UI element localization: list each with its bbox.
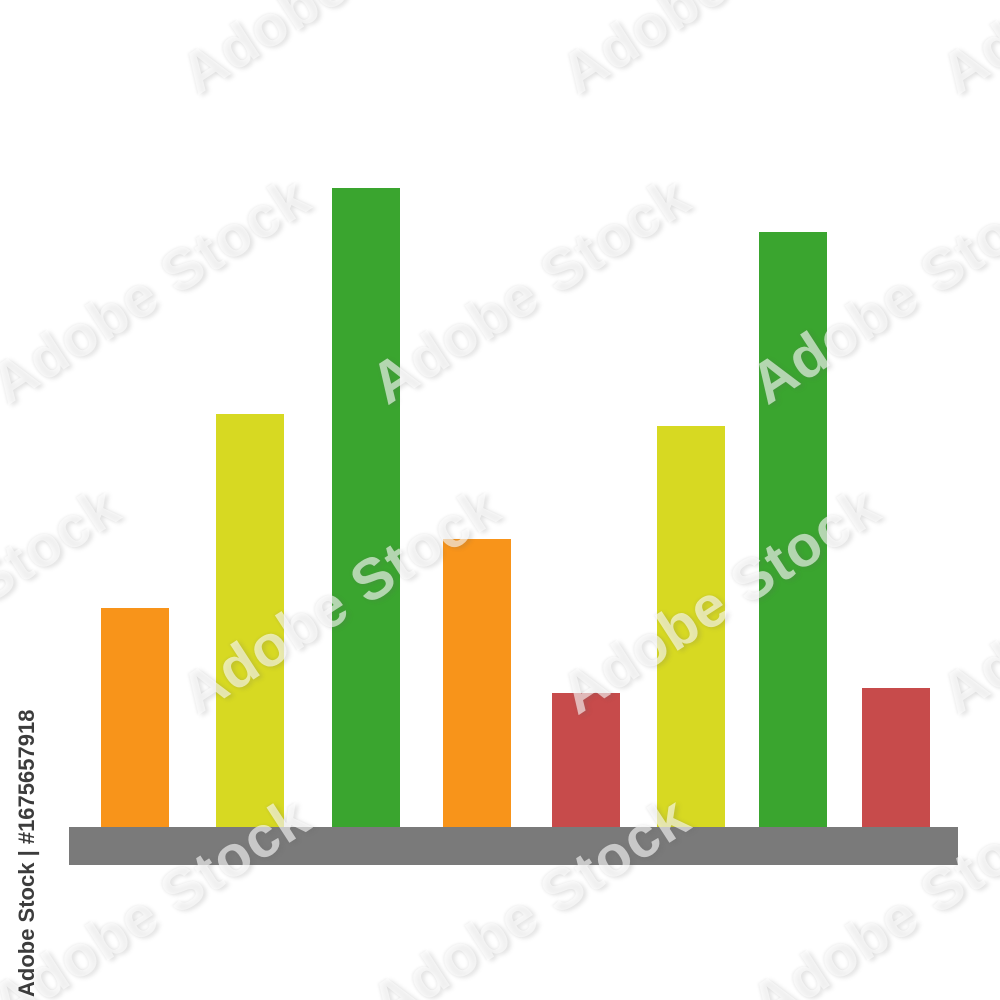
bar-1-orange: [101, 608, 169, 827]
watermark-id-label: Adobe Stock | #1675657918: [14, 709, 39, 997]
bar-4-orange: [443, 539, 511, 827]
bar-8-red: [862, 688, 930, 827]
bar-6-yellow: [657, 426, 725, 827]
bar-5-red: [552, 693, 620, 827]
chart-baseline: [69, 827, 958, 865]
bar-3-green: [332, 188, 400, 827]
bar-2-yellow: [216, 414, 284, 827]
bar-7-green: [759, 232, 827, 827]
